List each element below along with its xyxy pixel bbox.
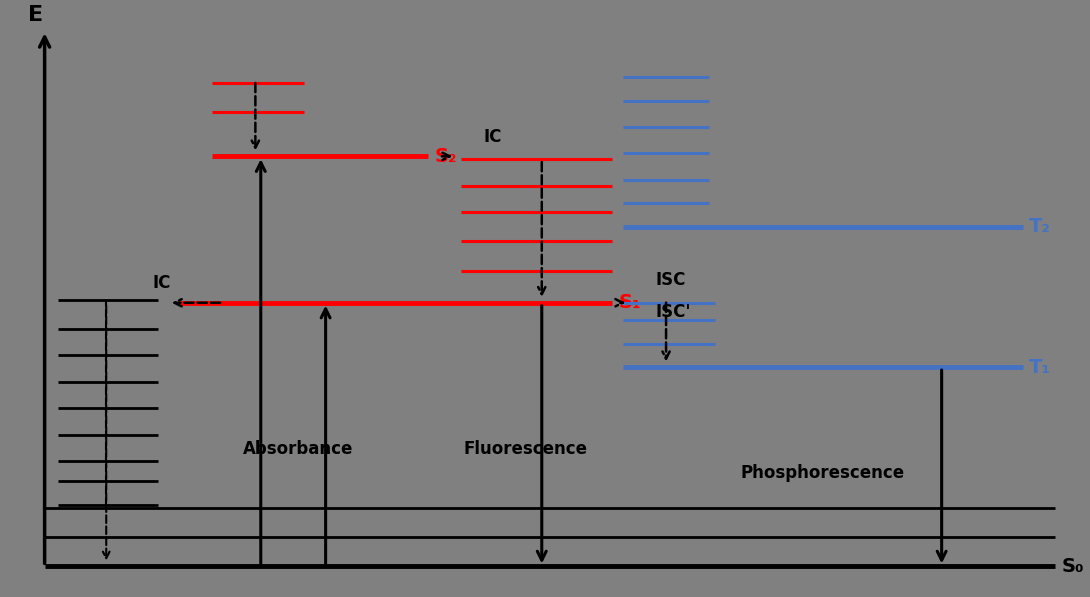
Text: IC: IC <box>153 274 170 292</box>
Text: E: E <box>28 5 44 24</box>
Text: T₂: T₂ <box>1029 217 1051 236</box>
Text: IC: IC <box>484 128 502 146</box>
Text: S₁: S₁ <box>618 293 641 312</box>
Text: ISC: ISC <box>655 271 686 289</box>
Text: ISC': ISC' <box>655 303 691 321</box>
Text: Absorbance: Absorbance <box>243 440 354 458</box>
Text: T₁: T₁ <box>1029 358 1051 377</box>
Text: Fluorescence: Fluorescence <box>463 440 588 458</box>
Text: S₀: S₀ <box>1062 557 1085 576</box>
Text: S₂: S₂ <box>435 147 458 166</box>
Text: Phosphorescence: Phosphorescence <box>741 464 905 482</box>
